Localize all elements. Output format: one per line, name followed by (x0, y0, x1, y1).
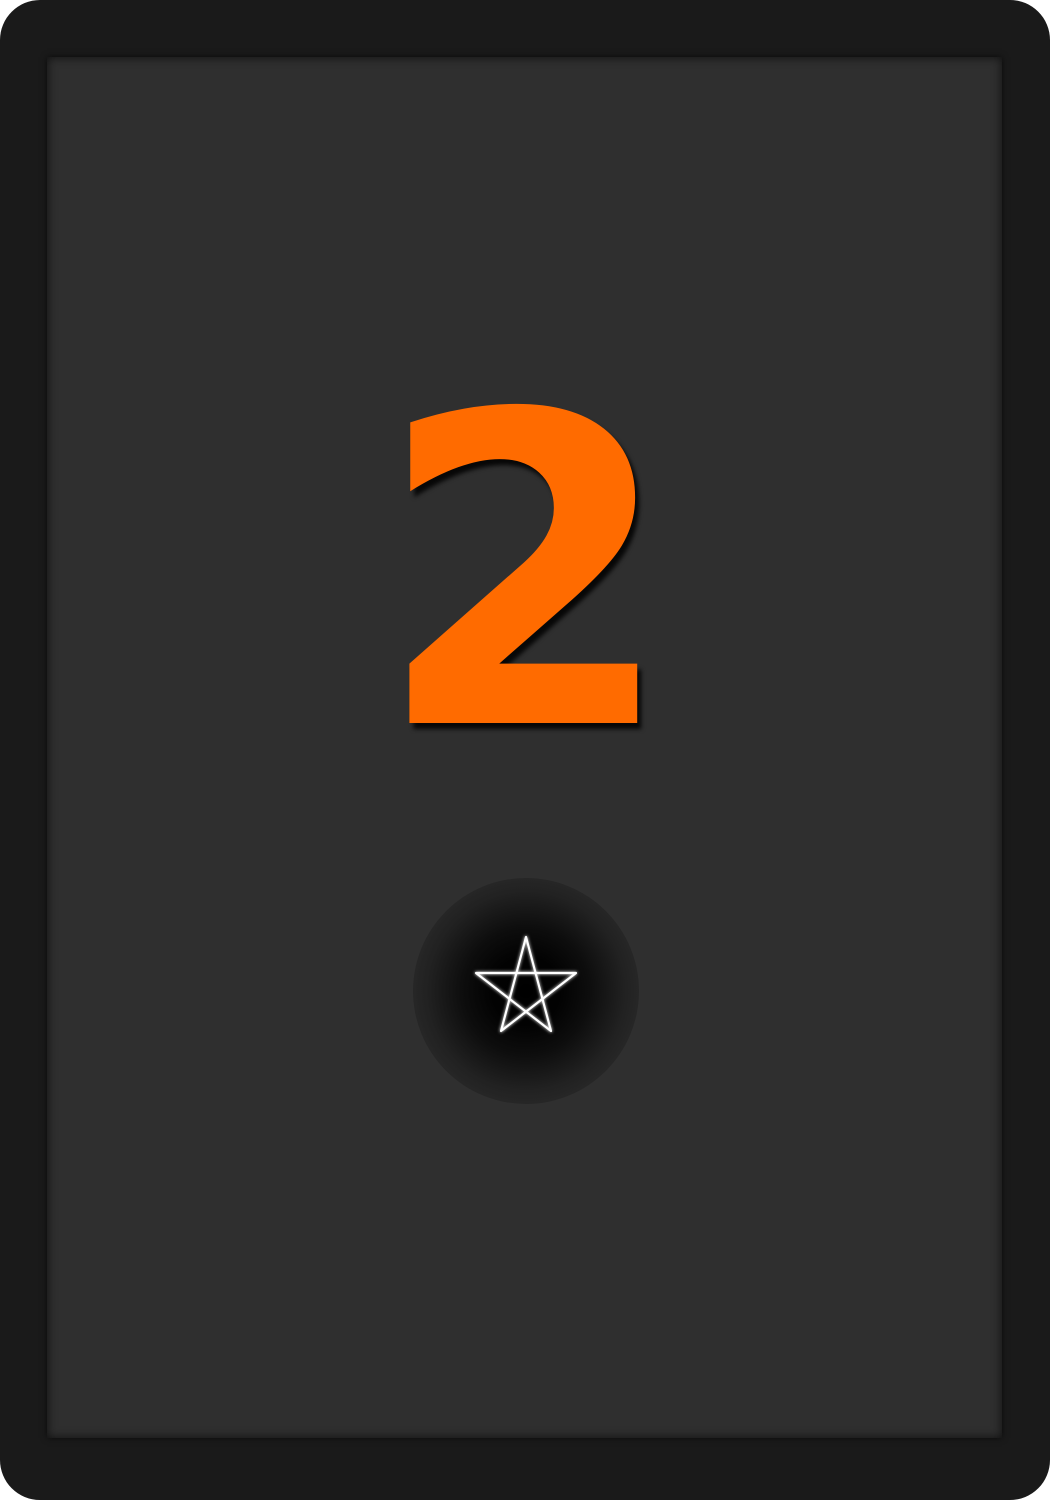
suit-glow (413, 878, 639, 1104)
card-rank: 2 (375, 325, 675, 825)
card-face (47, 57, 1002, 1438)
pentagram-icon (474, 935, 578, 1033)
